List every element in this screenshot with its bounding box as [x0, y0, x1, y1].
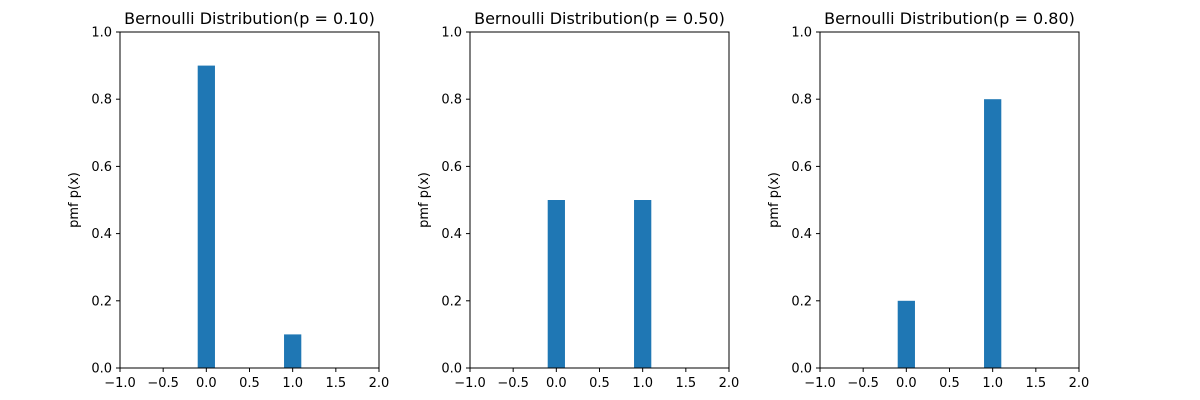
y-tick-label: 0.8: [441, 93, 462, 108]
y-tick-label: 0.0: [791, 362, 812, 377]
y-tick-label: 0.8: [91, 93, 112, 108]
bar: [634, 200, 652, 368]
y-axis-label: pmf p(x): [67, 172, 82, 228]
axes-frame: [819, 31, 1080, 369]
x-tick-label: 1.0: [632, 376, 653, 391]
chart-title: Bernoulli Distribution(p = 0.50): [474, 9, 725, 28]
x-tick-label: 2.0: [369, 376, 390, 391]
x-tick-label: −0.5: [147, 376, 179, 391]
y-tick-label: 0.4: [791, 227, 812, 242]
y-tick-label: 0.4: [91, 227, 112, 242]
x-tick-label: 0.5: [239, 376, 260, 391]
x-tick-label: −1.0: [804, 376, 836, 391]
bar: [547, 200, 565, 368]
y-tick-label: 0.4: [441, 227, 462, 242]
x-tick-label: −0.5: [497, 376, 529, 391]
x-tick-label: 1.5: [675, 376, 696, 391]
y-tick-label: 0.6: [791, 160, 812, 175]
bar: [984, 99, 1002, 368]
y-axis-label: pmf p(x): [417, 172, 432, 228]
y-tick-label: 0.0: [441, 362, 462, 377]
x-tick-label: 0.0: [196, 376, 217, 391]
subplot-3: −1.0 −0.5 0.0 0.5 1.0 1.5 2.0 0.0 0.2 0.4 0.6 0.8 1.…: [767, 9, 1089, 391]
y-tick-label: 0.6: [91, 160, 112, 175]
y-tick-label: 0.2: [91, 294, 112, 309]
bar: [284, 334, 302, 368]
y-tick-label: 0.2: [791, 294, 812, 309]
x-tick-label: −0.5: [847, 376, 879, 391]
axes-frame: [119, 31, 380, 369]
x-tick-label: 0.0: [896, 376, 917, 391]
x-tick-label: 2.0: [1069, 376, 1090, 391]
x-tick-label: 1.0: [282, 376, 303, 391]
bar: [197, 65, 215, 368]
y-axis-label: pmf p(x): [767, 172, 782, 228]
y-tick-label: 1.0: [91, 26, 112, 41]
subplot-1: −1.0 −0.5 0.0 0.5 1.0 1.5 2.0 0.0 0.2 0.4 0.6 0.8 1.…: [67, 9, 389, 391]
y-tick-label: 1.0: [791, 26, 812, 41]
x-tick-label: 0.5: [939, 376, 960, 391]
subplot-2: −1.0 −0.5 0.0 0.5 1.0 1.5 2.0 0.0 0.2 0.4 0.6 0.8 1.…: [417, 9, 739, 391]
y-tick-label: 0.2: [441, 294, 462, 309]
bar: [897, 300, 915, 368]
y-tick-label: 0.0: [91, 362, 112, 377]
y-tick-label: 0.6: [441, 160, 462, 175]
y-tick-label: 1.0: [441, 26, 462, 41]
axes-frame: [469, 31, 730, 369]
x-tick-label: 1.5: [1025, 376, 1046, 391]
x-tick-label: 0.0: [546, 376, 567, 391]
x-tick-label: 1.5: [325, 376, 346, 391]
x-tick-label: 0.5: [589, 376, 610, 391]
chart-title: Bernoulli Distribution(p = 0.10): [124, 9, 375, 28]
x-tick-label: −1.0: [104, 376, 136, 391]
x-tick-label: −1.0: [454, 376, 486, 391]
chart-title: Bernoulli Distribution(p = 0.80): [824, 9, 1075, 28]
x-tick-label: 1.0: [982, 376, 1003, 391]
y-tick-label: 0.8: [791, 93, 812, 108]
x-tick-label: 2.0: [719, 376, 740, 391]
